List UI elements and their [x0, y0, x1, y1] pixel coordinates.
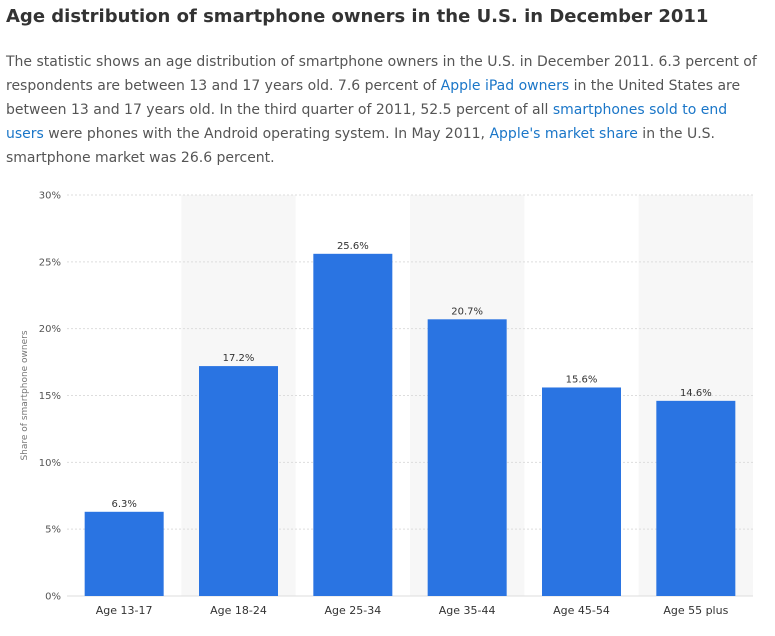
- bar: [84, 511, 164, 596]
- link-apple-market-share[interactable]: Apple's market share: [489, 126, 638, 142]
- x-tick-label: Age 55 plus: [663, 604, 728, 617]
- x-tick-label: Age 45-54: [553, 604, 610, 617]
- description-text-2: in the United States are between 13 and …: [6, 78, 741, 118]
- bar: [199, 366, 278, 596]
- bar: [313, 253, 393, 596]
- chart-description: The statistic shows an age distribution …: [6, 50, 766, 170]
- y-tick-label: 10%: [39, 458, 61, 469]
- link-apple-ipad-owners[interactable]: Apple iPad owners: [440, 78, 570, 94]
- y-tick-label: 30%: [39, 191, 61, 202]
- data-label: 20.7%: [451, 306, 483, 317]
- bar: [427, 319, 507, 596]
- data-label: 17.2%: [223, 353, 255, 364]
- description-text-3: were phones with the Android operating s…: [43, 126, 490, 142]
- bar: [656, 400, 736, 596]
- x-tick-label: Age 25-34: [324, 604, 381, 617]
- description-text-1: The statistic shows an age distribution …: [6, 54, 757, 94]
- bar-chart: 0% 5% 10% 15% 20% 25% 30% 6.3% 17.2% 25.6% 20.7% 1…: [20, 191, 753, 617]
- data-label: 15.6%: [566, 374, 598, 385]
- link-smartphones-sold[interactable]: smartphones sold to end users: [6, 102, 728, 142]
- y-tick-label: 15%: [39, 391, 61, 402]
- bar: [542, 387, 621, 596]
- y-axis-label: Share of smartphone owners: [20, 330, 30, 460]
- y-tick-label: 0%: [45, 592, 61, 603]
- x-tick-label: Age 13-17: [96, 604, 153, 617]
- page-title: Age distribution of smartphone owners in…: [6, 6, 709, 27]
- description-text-4: in the U.S. smartphone market was 26.6 p…: [6, 126, 715, 166]
- x-axis-labels: Age 13-17 Age 18-24 Age 25-34 Age 35-44 Age …: [96, 604, 729, 617]
- grid-lines: [67, 194, 753, 597]
- y-axis-ticks: 0% 5% 10% 15% 20% 25% 30%: [39, 191, 61, 603]
- x-tick-label: Age 18-24: [210, 604, 267, 617]
- y-tick-label: 25%: [39, 257, 61, 268]
- y-tick-label: 20%: [39, 324, 61, 335]
- bars: [84, 253, 736, 596]
- x-tick-label: Age 35-44: [439, 604, 496, 617]
- data-label: 14.6%: [680, 388, 712, 399]
- y-tick-label: 5%: [45, 525, 61, 536]
- data-label: 25.6%: [337, 241, 369, 252]
- value-labels: 6.3% 17.2% 25.6% 20.7% 15.6% 14.6%: [111, 241, 711, 510]
- data-label: 6.3%: [111, 499, 136, 510]
